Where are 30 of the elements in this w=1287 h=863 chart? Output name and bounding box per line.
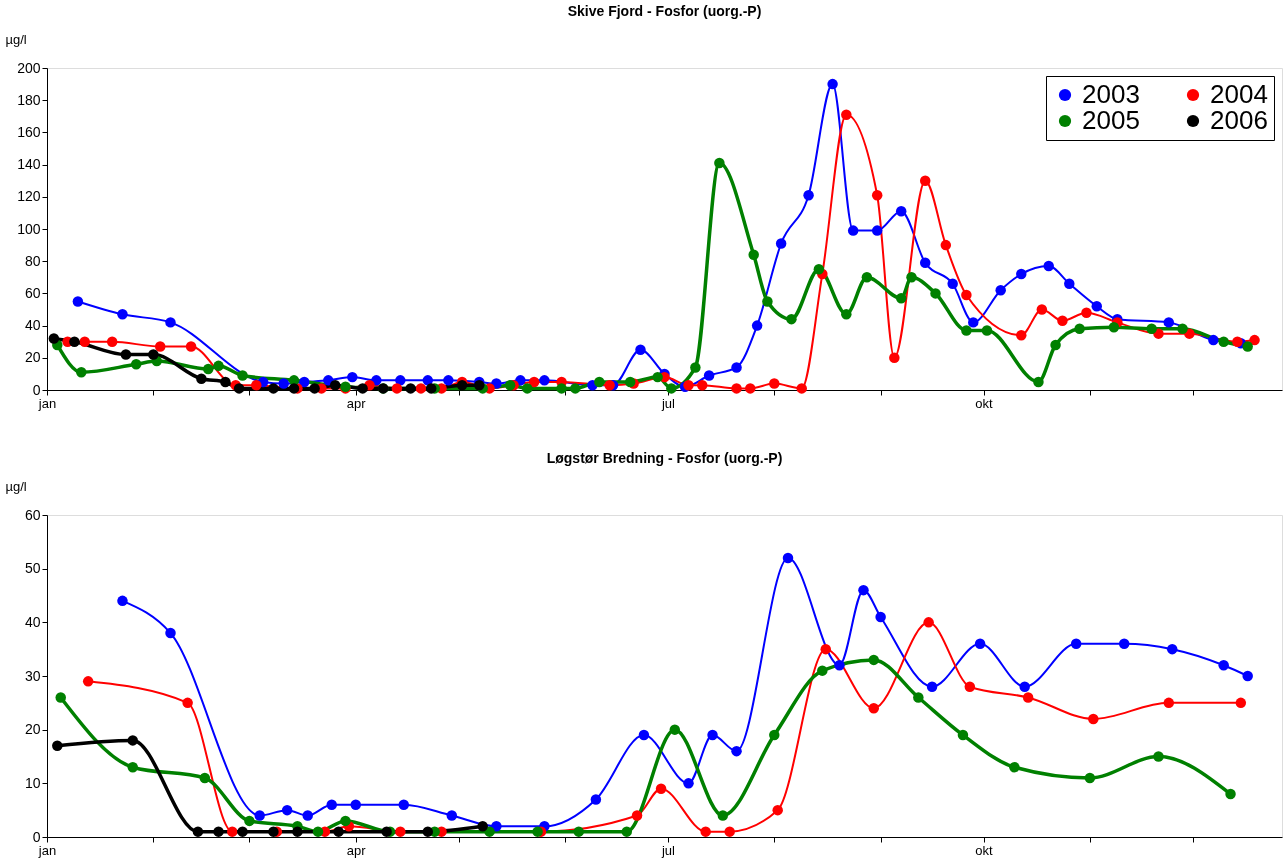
x-tick-label: apr xyxy=(346,842,367,858)
x-tick-label: okt xyxy=(975,395,994,411)
y-tick-label: 40 xyxy=(24,317,41,334)
y-tick-label: 60 xyxy=(24,506,41,523)
x-tick-label: okt xyxy=(975,842,994,858)
y-tick-label: 100 xyxy=(17,220,41,237)
y-axis-title: µg/l xyxy=(5,31,27,47)
y-axis-title: µg/l xyxy=(5,478,27,494)
y-tick-label: 120 xyxy=(17,188,41,205)
y-tick-label: 60 xyxy=(24,284,41,301)
chart-title: Løgstør Bredning - Fosfor (uorg.-P) xyxy=(546,450,783,466)
x-tick-label: apr xyxy=(346,395,367,411)
y-tick-label: 140 xyxy=(17,156,41,173)
y-tick-label: 160 xyxy=(17,123,41,140)
y-tick-label: 20 xyxy=(24,721,41,738)
y-tick-label: 80 xyxy=(24,252,41,269)
y-tick-label: 180 xyxy=(17,91,41,108)
y-tick-label: 0 xyxy=(32,381,41,398)
y-tick-label: 200 xyxy=(17,59,41,76)
x-tick-label: jan xyxy=(37,842,57,858)
y-tick-label: 50 xyxy=(24,560,41,577)
x-tick-label: jan xyxy=(37,395,57,411)
x-tick-label: jul xyxy=(660,842,676,858)
y-tick-label: 10 xyxy=(24,774,41,791)
y-tick-label: 40 xyxy=(24,613,41,630)
chart-title: Skive Fjord - Fosfor (uorg.-P) xyxy=(567,3,762,19)
y-tick-label: 0 xyxy=(32,828,41,845)
y-tick-label: 20 xyxy=(24,349,41,366)
x-tick-label: jul xyxy=(660,395,676,411)
y-tick-label: 30 xyxy=(24,667,41,684)
